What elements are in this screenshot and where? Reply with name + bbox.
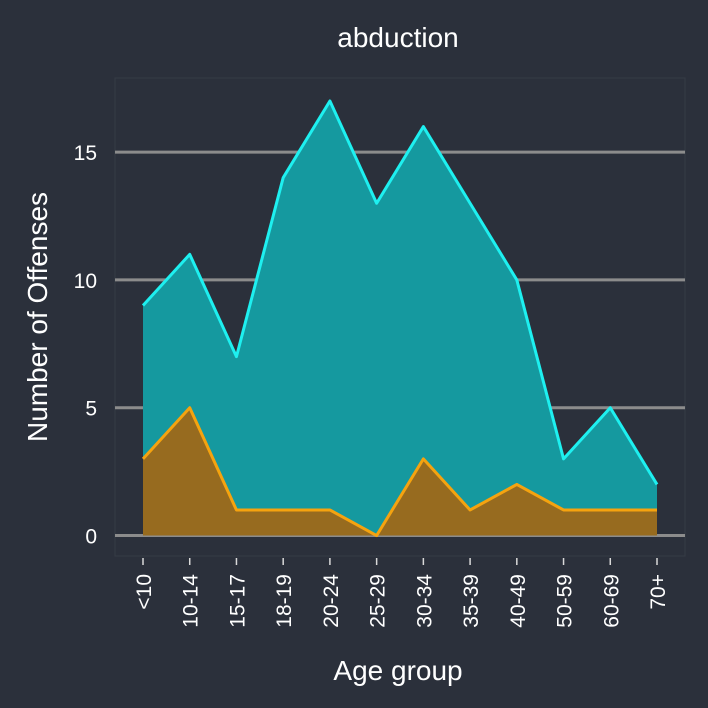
plot-panel	[114, 77, 686, 557]
series-1-area	[143, 101, 657, 536]
y-tick-label: 0	[85, 526, 97, 549]
y-tick-label: 15	[74, 142, 97, 165]
y-axis-ticks: 0 5 10 15	[74, 142, 97, 548]
x-axis-label: Age group	[333, 655, 462, 686]
series-lines	[141, 99, 659, 538]
x-tick-label: 10-14	[180, 574, 203, 628]
series-2-area	[143, 407, 657, 536]
x-axis-ticks: <10 10-14 15-17 18-19 20-24 25-29 30-34 35-39 40…	[133, 558, 670, 628]
x-tick-label: 25-29	[367, 574, 390, 628]
x-tick-label: 70+	[647, 574, 670, 610]
x-tick-label: 40-49	[507, 574, 530, 628]
series-1-line	[141, 99, 659, 486]
y-axis-label: Number of Offenses	[22, 192, 53, 442]
y-tick-label: 5	[85, 398, 97, 421]
x-tick-label: 30-34	[413, 574, 436, 628]
series-2-line	[141, 406, 657, 538]
x-tick-label: 60-69	[600, 574, 623, 628]
series-areas	[143, 101, 657, 536]
x-tick-label: 20-24	[320, 574, 343, 628]
x-tick-label: 35-39	[460, 574, 483, 628]
x-tick-label: 15-17	[226, 574, 249, 628]
x-tick-label: 18-19	[273, 574, 296, 628]
y-tick-label: 10	[74, 270, 97, 293]
x-tick-label: <10	[133, 574, 156, 610]
chart-title: abduction	[337, 22, 458, 53]
x-tick-label: 50-59	[554, 574, 577, 628]
